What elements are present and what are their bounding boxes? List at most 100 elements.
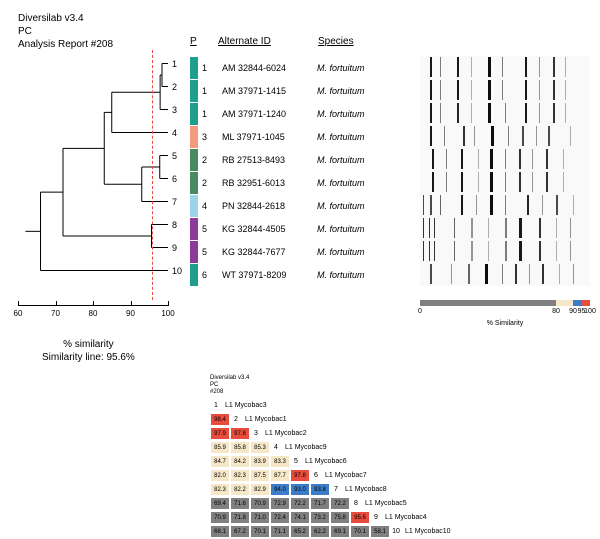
heatmap-cell: 97.8 <box>290 469 310 482</box>
heatmap-row: 84.784.283.983.35L1 Mycobac6 <box>210 455 451 469</box>
dendro-leaf-label: 10 <box>172 266 182 276</box>
gel-band <box>430 103 432 123</box>
heatmap-cell: 75.8 <box>330 511 350 524</box>
heatmap-cell: 70.9 <box>210 511 230 524</box>
header-line2: PC <box>18 25 113 38</box>
gel-band <box>471 80 472 100</box>
gel-band <box>488 80 491 100</box>
heatmap-cell: 71.7 <box>310 497 330 510</box>
heatmap-cell: 72.4 <box>270 511 290 524</box>
similarity-line-text: Similarity line: 95.6% <box>42 351 135 364</box>
gel-band <box>461 195 463 215</box>
axis-tick <box>93 301 94 306</box>
axis-tick <box>56 301 57 306</box>
heatmap-cell: 82.0 <box>210 469 230 482</box>
gel-band <box>527 195 529 215</box>
heatmap-cell: 93.8 <box>310 483 330 496</box>
heatmap-cell: 72.2 <box>330 497 350 510</box>
heatmap-cell: 93.0 <box>290 483 310 496</box>
dendrogram-x-axis: 60708090100 <box>18 305 168 325</box>
heatmap-row: 85.985.885.34L1 Mycobac9 <box>210 441 451 455</box>
heatmap-cell: 71.0 <box>250 511 270 524</box>
legend-segment <box>420 300 556 306</box>
cell-p: 6 <box>202 270 214 280</box>
gel-band <box>457 57 459 77</box>
dendro-leaf-label: 2 <box>172 82 177 92</box>
gel-band <box>476 195 477 215</box>
gel-band <box>430 195 432 215</box>
cell-p: 1 <box>202 86 214 96</box>
gel-barcode-panel <box>420 56 590 286</box>
dendrogram-svg <box>18 50 180 300</box>
gel-band <box>548 126 550 146</box>
gel-band <box>485 264 488 284</box>
gel-band <box>539 218 541 238</box>
gel-band <box>563 172 564 192</box>
gel-band <box>502 57 503 77</box>
legend-segment <box>582 300 591 306</box>
cell-p: 5 <box>202 224 214 234</box>
heatmap-cell: 98.4 <box>210 413 230 426</box>
cell-alternate-id: RB 32951-6013 <box>222 178 317 188</box>
gel-band <box>488 218 489 238</box>
gel-band <box>525 80 527 100</box>
report-header: Diversilab v3.4 PC Analysis Report #208 <box>18 12 113 51</box>
gel-band <box>505 172 506 192</box>
heatmap-row-label: L1 Mycobac8 <box>345 486 387 493</box>
gel-band <box>454 218 455 238</box>
gel-band <box>519 172 521 192</box>
cell-species: M. fortuitum <box>317 155 397 165</box>
heatmap-cell: 97.8 <box>230 427 250 440</box>
heatmap-row-label: L1 Mycobac3 <box>225 402 267 409</box>
heatmap-cell: 62.2 <box>310 525 330 538</box>
legend-tick: 80 <box>552 308 560 315</box>
gel-band <box>457 103 459 123</box>
gel-band <box>565 103 566 123</box>
heatmap-cell: 82.2 <box>230 483 250 496</box>
heatmap-cell: 73.2 <box>310 511 330 524</box>
gel-lane <box>420 171 590 194</box>
gel-band <box>570 218 571 238</box>
table-row: 5KG 32844-7677M. fortuitum <box>190 240 420 263</box>
gel-band <box>440 103 441 123</box>
gel-band <box>423 241 424 261</box>
dendro-leaf-label: 7 <box>172 197 177 207</box>
heatmap-cell: 85.9 <box>210 441 230 454</box>
dendro-leaf-label: 8 <box>172 220 177 230</box>
gel-band <box>468 264 470 284</box>
table-row: 3ML 37971-1045M. fortuitum <box>190 125 420 148</box>
gel-lane <box>420 79 590 102</box>
gel-band <box>539 57 540 77</box>
gel-band <box>515 264 517 284</box>
cell-alternate-id: RB 27513-8493 <box>222 155 317 165</box>
gel-band <box>542 264 544 284</box>
gel-band <box>536 126 537 146</box>
gel-band <box>461 172 463 192</box>
gel-lane <box>420 125 590 148</box>
gel-band <box>471 218 473 238</box>
gel-band <box>430 80 432 100</box>
heatmap-cell: 94.0 <box>270 483 290 496</box>
dendro-leaf-label: 4 <box>172 128 177 138</box>
gel-band <box>432 172 434 192</box>
cell-p: 5 <box>202 247 214 257</box>
heatmap-row-label: L1 Mycobac9 <box>285 444 327 451</box>
gel-band <box>434 218 435 238</box>
gel-band <box>490 172 493 192</box>
gel-band <box>556 218 557 238</box>
heatmap-cell: 71.8 <box>230 511 250 524</box>
gel-band <box>446 172 447 192</box>
heatmap-cell: 82.9 <box>250 483 270 496</box>
heatmap-row: 97.997.83L1 Mycobac2 <box>210 427 451 441</box>
legend-tick: 0 <box>418 308 422 315</box>
heatmap-cell: 82.3 <box>210 483 230 496</box>
axis-tick-label: 80 <box>89 309 98 318</box>
axis-tick-label: 70 <box>51 309 60 318</box>
cell-species: M. fortuitum <box>317 270 397 280</box>
gel-band <box>508 126 509 146</box>
gel-band <box>457 80 459 100</box>
cell-species: M. fortuitum <box>317 178 397 188</box>
gel-band <box>546 149 548 169</box>
heatmap-cell: 85.3 <box>250 441 270 454</box>
heatmap-row-number: 6 <box>310 472 322 479</box>
